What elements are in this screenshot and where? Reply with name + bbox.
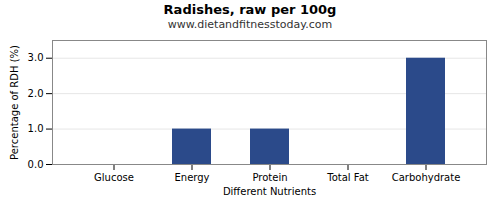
svg-text:Protein: Protein — [252, 172, 287, 183]
html-text:Radishes, raw per 100g: Radishes, raw per 100g — [163, 2, 337, 17]
svg-text:Energy: Energy — [174, 172, 209, 183]
svg-text:Total Fat: Total Fat — [326, 172, 368, 183]
svg-text:Carbohydrate: Carbohydrate — [392, 172, 461, 183]
svg-text:2.0: 2.0 — [28, 88, 44, 99]
svg-text:0.0: 0.0 — [28, 159, 44, 170]
html-text:www.dietandfitnesstoday.com: www.dietandfitnesstoday.com — [167, 18, 333, 31]
svg-text:Different Nutrients: Different Nutrients — [223, 186, 316, 197]
svg-text:Glucose: Glucose — [94, 172, 134, 183]
svg-text:3.0: 3.0 — [28, 52, 44, 63]
svg-text:Percentage of RDH (%): Percentage of RDH (%) — [9, 45, 20, 160]
svg-text:1.0: 1.0 — [28, 123, 44, 134]
